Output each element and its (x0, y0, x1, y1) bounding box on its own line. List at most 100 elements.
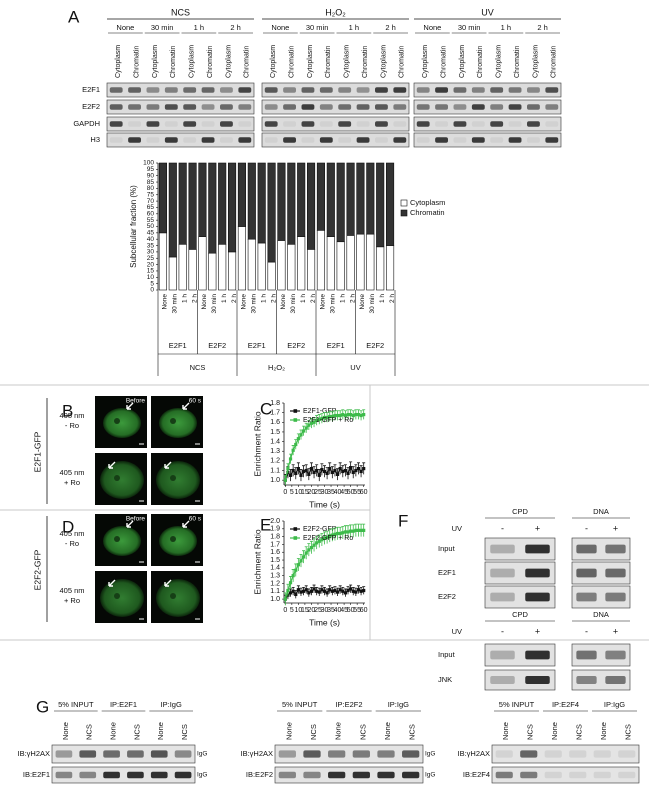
blot-band (527, 121, 540, 127)
arrow (164, 461, 172, 469)
data-point (346, 471, 350, 476)
blot-row-label: E2F1 (438, 568, 456, 577)
treatment-header: NCS (171, 7, 190, 17)
blot (571, 537, 631, 561)
blot-band (79, 750, 97, 758)
blot-band (490, 568, 515, 578)
blot-band (471, 104, 485, 110)
bar-segment (158, 232, 167, 291)
group-label: E2F1 (248, 341, 266, 350)
x-tick-label: 45 (340, 607, 348, 614)
blot-band (544, 771, 562, 779)
blot (51, 766, 196, 784)
blot-band (435, 121, 448, 127)
y-tick-label: 55 (147, 217, 155, 224)
data-point (299, 473, 303, 477)
bar-segment (267, 261, 276, 291)
blot-band (393, 87, 407, 93)
data-point (296, 563, 300, 567)
blot-band (375, 104, 388, 110)
blot-band (183, 104, 197, 110)
data-point (320, 538, 324, 542)
condition-label: - Ro (65, 421, 79, 430)
blot-band (109, 104, 123, 110)
blot-band (264, 104, 278, 110)
lane-label: None (109, 722, 118, 740)
blot (261, 99, 410, 115)
x-tick-label: 45 (340, 489, 348, 496)
data-point (330, 589, 334, 593)
blot-band (283, 104, 296, 110)
blot-row-label: Input (438, 544, 456, 553)
time-label: Before (126, 516, 146, 523)
bar-segment (297, 162, 306, 237)
blot-band (375, 137, 388, 143)
blot-band (453, 137, 467, 143)
data-point (325, 415, 329, 420)
legend-marker (293, 418, 298, 422)
fraction-label: Chromatin (477, 46, 484, 78)
data-point (362, 588, 366, 593)
blot-band (319, 121, 333, 127)
panel-label: C (260, 399, 272, 418)
x-tick-label: None (280, 294, 287, 310)
x-tick-label: 0 (283, 607, 287, 614)
legend-label: E2F1-GFP + Ro (303, 417, 353, 424)
group-header: IP:IgG (604, 700, 625, 709)
data-point (286, 588, 290, 593)
data-point (362, 467, 366, 471)
data-point (359, 528, 363, 532)
data-point (294, 568, 298, 572)
blot-band (490, 137, 504, 143)
x-tick-label: 1 h (260, 294, 267, 303)
blot-band (55, 750, 73, 758)
x-tick-label: 55 (353, 607, 361, 614)
x-tick-label: None (162, 294, 169, 310)
data-point (301, 589, 306, 593)
blot-band (146, 121, 160, 127)
fraction-label: Chromatin (325, 46, 332, 78)
blot-band (416, 104, 430, 110)
legend-swatch (400, 199, 408, 207)
blot (484, 537, 556, 561)
panel-label: A (68, 7, 80, 26)
data-point (315, 541, 319, 545)
bar-segment (218, 243, 227, 291)
blot-band (146, 137, 160, 143)
condition-label: 405 nm (59, 586, 84, 595)
x-tick-label: 20 (308, 489, 316, 496)
data-point (333, 532, 337, 536)
nucleolus (170, 536, 176, 542)
treatment-header: H₂O₂ (325, 7, 346, 17)
y-tick-label: 10 (147, 274, 155, 281)
data-point (349, 587, 353, 591)
bar-segment (356, 233, 365, 291)
blot-band (301, 137, 315, 143)
condition-label: 405 nm (59, 468, 84, 477)
lane-label: None (61, 722, 70, 740)
data-point (330, 533, 334, 537)
bar-segment (257, 162, 266, 244)
nucleus (100, 461, 144, 499)
blot-band (283, 87, 296, 93)
x-tick-label: 15 (301, 489, 309, 496)
blot-band (328, 750, 346, 758)
blot-band (605, 544, 626, 554)
blot-band (605, 650, 626, 660)
blot (261, 132, 410, 148)
data-point (312, 587, 316, 591)
data-point (325, 471, 329, 476)
x-tick-label: None (320, 294, 327, 310)
group-label: E2F2 (208, 341, 226, 350)
blot-band (128, 87, 141, 93)
bar-segment (168, 256, 177, 291)
arrow (108, 461, 116, 469)
data-point (288, 473, 293, 477)
blot-band (545, 87, 559, 93)
blot-row-label: JNK (438, 675, 452, 684)
blot-band (278, 750, 296, 758)
blot-band (301, 121, 315, 127)
x-tick-label: 40 (334, 607, 342, 614)
lane-label: NCS (85, 724, 94, 740)
blot-row-label: IB:γH2AX (17, 749, 50, 758)
